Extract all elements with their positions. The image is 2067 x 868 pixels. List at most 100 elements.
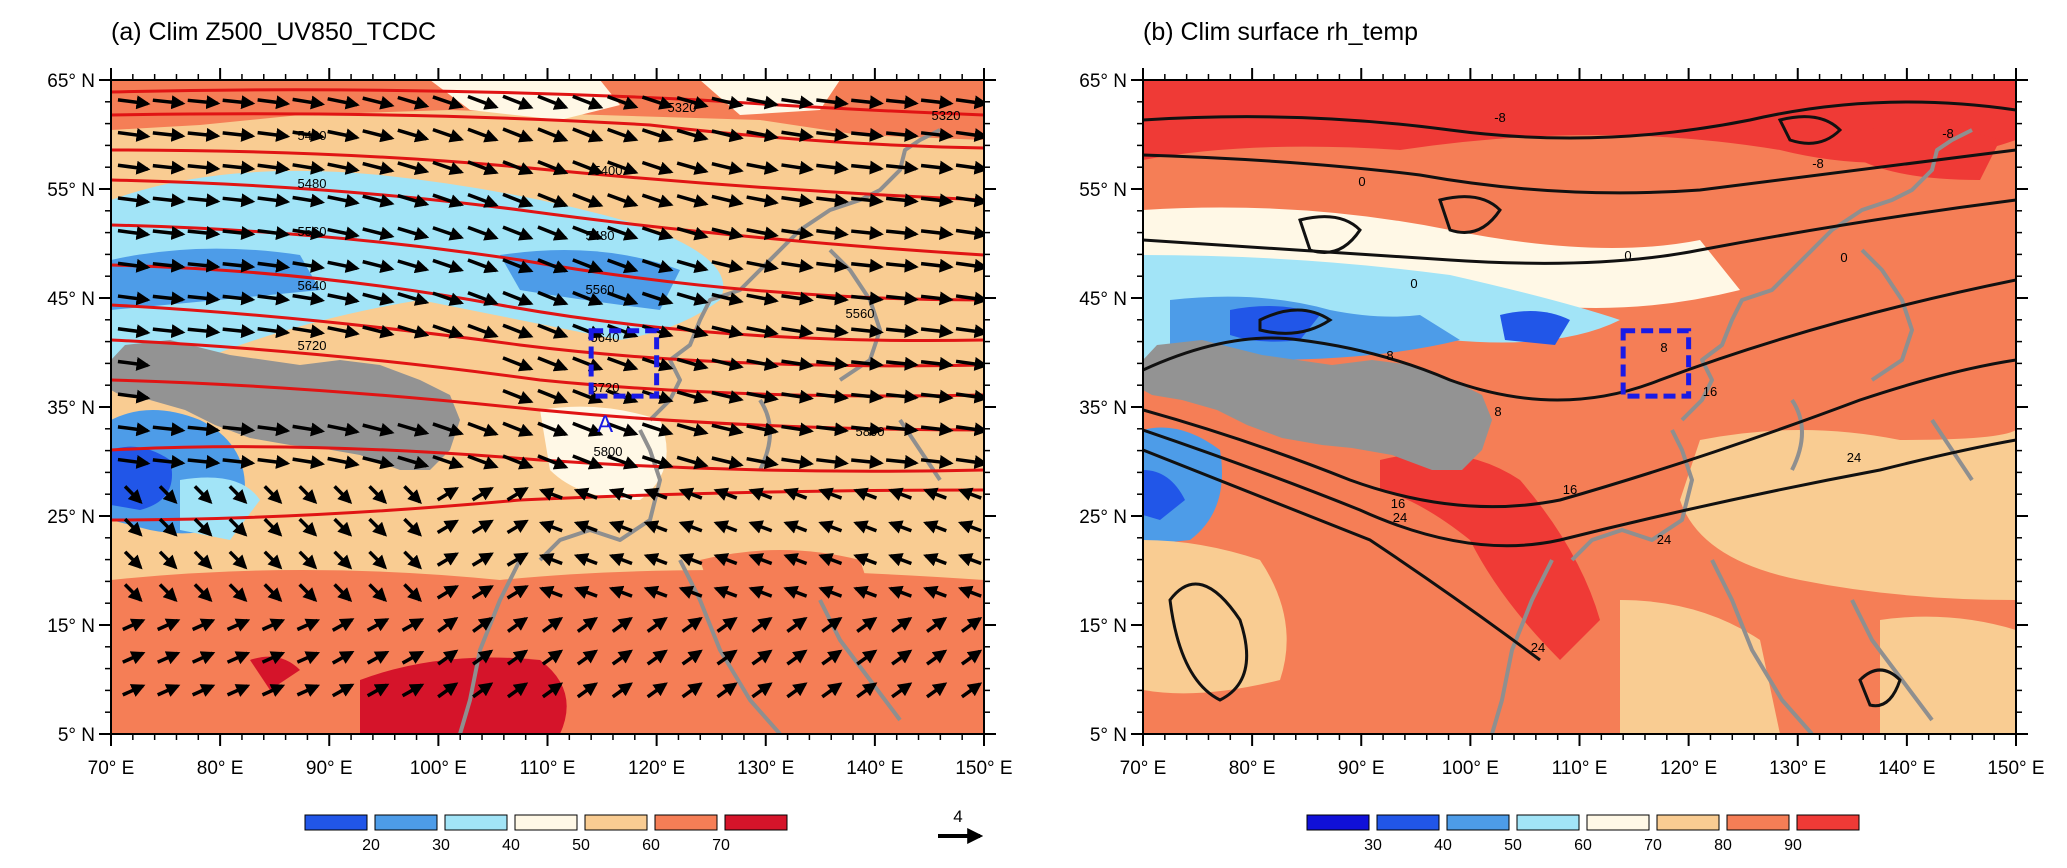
wind-vector bbox=[333, 517, 353, 537]
lat-tick-label: 5° N bbox=[1090, 725, 1127, 746]
wind-vector bbox=[926, 649, 948, 666]
panel-b: (b) Clim surface rh_temp bbox=[1079, 18, 2044, 854]
wind-vector bbox=[222, 127, 256, 142]
wind-vector bbox=[746, 291, 779, 306]
wind-vector bbox=[781, 258, 814, 273]
wind-vector bbox=[676, 128, 709, 143]
wind-vector bbox=[506, 616, 529, 633]
wind-vector bbox=[920, 193, 954, 208]
wind-vector bbox=[573, 520, 598, 534]
colorbar-tick-label: 40 bbox=[502, 837, 520, 854]
wind-vector bbox=[123, 517, 143, 537]
wind-vector bbox=[955, 193, 984, 208]
wind-vector bbox=[713, 520, 738, 534]
wind-vector bbox=[467, 225, 499, 241]
wind-vector bbox=[117, 291, 151, 306]
contour-label: 5480 bbox=[298, 176, 327, 191]
wind-vector bbox=[960, 616, 983, 633]
wind-vector bbox=[851, 291, 884, 306]
wind-vector bbox=[926, 616, 948, 633]
wind-vector bbox=[537, 290, 569, 306]
wind-vector bbox=[920, 160, 954, 175]
wind-vector bbox=[327, 259, 360, 273]
contour-label: 5560 bbox=[846, 306, 875, 321]
wind-vector bbox=[331, 618, 355, 632]
panel-a: (a) Clim Z500_UV850_TCDC bbox=[47, 18, 1012, 854]
wind-vector bbox=[920, 291, 954, 306]
contour-label: 0 bbox=[1624, 248, 1631, 263]
wind-vector bbox=[856, 649, 878, 666]
wind-vector bbox=[711, 324, 744, 339]
wind-vector bbox=[641, 128, 674, 143]
panel-a-wind-vectors bbox=[117, 94, 984, 699]
wind-vector bbox=[885, 95, 919, 110]
wind-vector bbox=[506, 585, 529, 600]
wind-vector bbox=[191, 618, 216, 632]
wind-vector bbox=[472, 616, 494, 633]
wind-vector bbox=[821, 682, 843, 699]
wind-vector bbox=[611, 649, 633, 666]
wind-vector bbox=[158, 485, 178, 504]
colorbar-swatch bbox=[304, 814, 368, 831]
wind-vector bbox=[502, 160, 534, 176]
wind-vector bbox=[403, 485, 422, 504]
colorbar-swatch bbox=[1306, 814, 1370, 831]
panel-a-title: (a) Clim Z500_UV850_TCDC bbox=[111, 18, 436, 46]
contour-label: 8 bbox=[1494, 404, 1501, 419]
colorbar-swatch bbox=[1446, 814, 1510, 831]
wind-vector bbox=[292, 324, 325, 339]
panel-a-axes: 70° E 80° E 90° E 100° E 110° E 120° E 130° E 1… bbox=[47, 68, 1013, 779]
wind-vector bbox=[327, 226, 360, 241]
wind-vector bbox=[226, 651, 251, 665]
wind-vector bbox=[193, 550, 213, 570]
wind-vector bbox=[888, 553, 912, 567]
lon-tick-label: 80° E bbox=[197, 758, 244, 779]
wind-vector bbox=[816, 193, 849, 208]
wind-vector bbox=[885, 193, 919, 208]
colorbar-tick-label: 90 bbox=[1784, 837, 1802, 854]
wind-vector bbox=[641, 455, 674, 470]
wind-vector bbox=[257, 226, 291, 241]
contour-label: 5720 bbox=[298, 338, 327, 353]
panel-b-contour-labels: -8 -8 -8 0 0 0 0 8 8 8 16 16 16 24 24 24… bbox=[1358, 110, 1953, 655]
wind-vector bbox=[152, 454, 186, 469]
wind-vector bbox=[228, 583, 248, 603]
wind-vector bbox=[502, 225, 534, 241]
colorbar-tick-label: 60 bbox=[1574, 837, 1592, 854]
wind-vector bbox=[888, 487, 912, 501]
lon-tick-label: 70° E bbox=[88, 758, 135, 779]
contour-label: -8 bbox=[1494, 110, 1506, 125]
wind-vector bbox=[885, 422, 919, 437]
wind-vector bbox=[538, 585, 563, 599]
wind-vector bbox=[926, 682, 948, 699]
colorbar-swatch bbox=[1376, 814, 1440, 831]
wind-vector bbox=[152, 160, 186, 175]
wind-vector bbox=[678, 520, 703, 534]
wind-vector bbox=[746, 455, 779, 470]
wind-vector bbox=[401, 683, 425, 698]
wind-vector bbox=[816, 95, 849, 110]
wind-vector bbox=[641, 193, 674, 208]
wind-vector bbox=[678, 585, 703, 599]
wind-vector bbox=[298, 517, 318, 537]
wind-vector bbox=[117, 95, 151, 110]
wind-vector bbox=[641, 291, 674, 306]
wind-vector bbox=[327, 422, 360, 437]
wind-vector bbox=[502, 388, 534, 405]
wind-vector bbox=[641, 226, 674, 241]
wind-vector bbox=[851, 160, 884, 175]
wind-vector bbox=[816, 324, 849, 339]
wind-vector bbox=[746, 357, 779, 371]
wind-vector bbox=[292, 95, 325, 110]
lon-tick-label: 120° E bbox=[1660, 758, 1717, 779]
wind-vector bbox=[716, 649, 738, 666]
wind-vector bbox=[506, 649, 529, 666]
wind-vector bbox=[920, 324, 954, 339]
wind-vector bbox=[751, 616, 773, 633]
colorbar-swatch bbox=[1726, 814, 1790, 831]
wind-vector bbox=[853, 487, 878, 501]
wind-vector bbox=[432, 454, 464, 470]
wind-vector bbox=[401, 618, 425, 632]
wind-vector bbox=[222, 324, 256, 339]
